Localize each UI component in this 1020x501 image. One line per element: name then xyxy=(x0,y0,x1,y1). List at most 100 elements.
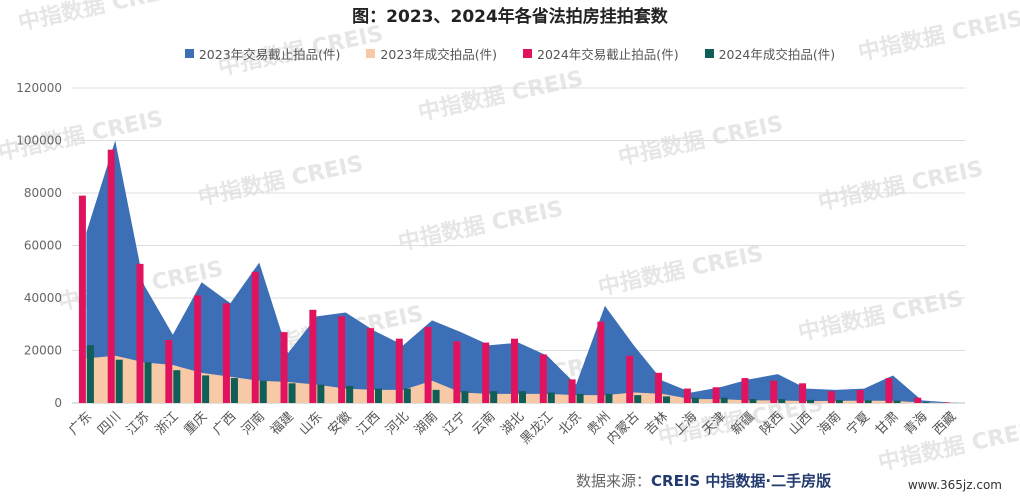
legend-swatch-2023-sold xyxy=(366,49,376,58)
source-name: CREIS 中指数据·二手房版 xyxy=(651,472,832,490)
bar-2024-listed xyxy=(78,195,86,403)
bar-2024-sold xyxy=(403,388,411,403)
bar-2024-listed xyxy=(136,263,144,403)
bar-2024-sold xyxy=(173,370,181,403)
bar-2024-listed xyxy=(366,328,374,403)
bar-2024-listed xyxy=(770,380,778,403)
legend-item-2023-sold: 2023年成交拍品(件) xyxy=(366,44,497,63)
bar-2024-sold xyxy=(374,388,382,403)
bar-2024-sold xyxy=(547,392,555,403)
bar-2024-sold xyxy=(144,362,152,403)
x-tick-label: 北京 xyxy=(556,409,585,438)
site-watermark: www.365jz.com xyxy=(907,478,1002,492)
bar-2024-sold xyxy=(86,345,94,403)
watermark-layer: 中指数据 CREIS 中指数据 CREIS 中指数据 CREIS 中指数据 CREIS… xyxy=(0,0,1020,476)
area-2023-sold xyxy=(86,355,951,403)
bar-2024-sold xyxy=(893,400,901,403)
y-tick-label: 40000 xyxy=(24,291,62,305)
bar-2024-sold xyxy=(807,399,815,403)
bar-2024-listed xyxy=(222,303,230,403)
bar-2024-sold xyxy=(576,393,584,403)
legend-item-2024-listed: 2024年交易截止拍品(件) xyxy=(523,44,679,63)
y-tick-label: 100000 xyxy=(16,134,62,148)
bar-2024-sold xyxy=(230,378,238,403)
x-tick-label: 湖南 xyxy=(411,409,441,439)
bar-2024-sold xyxy=(202,375,210,403)
x-tick-label: 福建 xyxy=(268,409,297,438)
brand-watermark: 中指数据 CREIS xyxy=(416,66,586,126)
legend-swatch-2024-sold xyxy=(704,49,714,58)
x-tick-label: 宁夏 xyxy=(843,409,873,439)
bar-2024-sold xyxy=(691,397,699,403)
x-tick-label: 安徽 xyxy=(325,409,354,438)
legend-item-2023-listed: 2023年交易截止拍品(件) xyxy=(184,44,341,63)
brand-watermark: 中指数据 CREIS xyxy=(396,196,566,256)
bar-2024-listed xyxy=(943,402,951,403)
bar-2024-sold xyxy=(749,399,757,403)
legend-swatch-2024-listed xyxy=(523,49,532,58)
brand-watermark: 中指数据 CREIS xyxy=(596,241,766,301)
bar-2024-sold xyxy=(835,400,843,403)
bar-2024-listed xyxy=(338,316,346,403)
bar-2024-listed xyxy=(251,271,259,403)
bar-2024-sold xyxy=(663,396,671,403)
bar-2024-sold xyxy=(259,380,267,403)
legend-item-2024-sold: 2024年成交拍品(件) xyxy=(704,44,836,63)
bar-2024-listed xyxy=(655,372,663,403)
bar-2024-listed xyxy=(827,391,835,403)
x-tick-label: 江苏 xyxy=(123,409,153,439)
x-tick-label: 广西 xyxy=(210,409,239,438)
brand-watermark: 中指数据 CREIS xyxy=(816,156,986,216)
brand-watermark: 中指数据 CREIS xyxy=(796,286,966,346)
bar-2024-listed xyxy=(539,354,547,403)
x-tick-label: 河北 xyxy=(383,409,412,438)
bar-2024-listed xyxy=(107,149,115,403)
bar-2024-sold xyxy=(288,383,296,403)
bar-2024-sold xyxy=(605,393,613,403)
x-tick-label: 重庆 xyxy=(181,409,211,439)
bar-2024-sold xyxy=(922,402,930,403)
x-tick-label: 山东 xyxy=(297,409,326,438)
bar-2024-sold xyxy=(519,391,526,403)
bar-2024-listed xyxy=(280,332,288,403)
bar-2024-sold xyxy=(490,391,498,403)
bar-2024-listed xyxy=(482,342,490,403)
area-2023-listed xyxy=(86,140,951,403)
source-note: 数据来源：CREIS 中指数据·二手房版 xyxy=(576,470,831,491)
x-tick-label: 青海 xyxy=(902,409,931,438)
bar-2024-listed xyxy=(914,397,922,403)
bar-2024-listed xyxy=(424,326,432,403)
bar-2024-listed xyxy=(511,338,518,403)
y-tick-label: 0 xyxy=(54,396,62,410)
bar-2024-listed xyxy=(568,379,576,403)
bar-2024-listed xyxy=(597,321,605,403)
legend-label-2023-listed: 2023年交易截止拍品(件) xyxy=(198,47,341,62)
bar-2024-listed xyxy=(453,341,461,403)
bar-2024-listed xyxy=(395,338,403,403)
bar-2024-listed xyxy=(885,378,893,403)
bar-2024-sold xyxy=(778,399,786,403)
bar-2024-sold xyxy=(634,395,642,403)
legend-swatch-2023-listed xyxy=(184,49,194,58)
bar-2024-listed xyxy=(309,309,317,403)
x-tick-label: 江西 xyxy=(354,409,383,438)
x-tick-label: 云南 xyxy=(469,409,499,439)
bar-2024-sold xyxy=(461,391,469,403)
bar-2024-listed xyxy=(165,340,173,403)
y-tick-label: 20000 xyxy=(24,344,62,358)
chart-title: 图：2023、2024年各省法拍房挂拍套数 xyxy=(352,7,668,27)
area-series xyxy=(86,140,951,403)
bar-2024-listed xyxy=(799,383,807,403)
bar-2024-listed xyxy=(856,389,864,403)
y-axis: 0 20000 40000 60000 80000 100000 120000 xyxy=(16,81,62,410)
bar-series xyxy=(78,149,959,403)
bar-2024-listed xyxy=(741,378,749,403)
bar-2024-listed xyxy=(712,387,720,403)
legend-label-2024-listed: 2024年交易截止拍品(件) xyxy=(537,47,679,62)
y-tick-label: 60000 xyxy=(24,239,62,253)
bar-2024-sold xyxy=(432,389,440,403)
legend-label-2024-sold: 2024年成交拍品(件) xyxy=(718,47,836,62)
bar-2024-sold xyxy=(720,397,728,403)
